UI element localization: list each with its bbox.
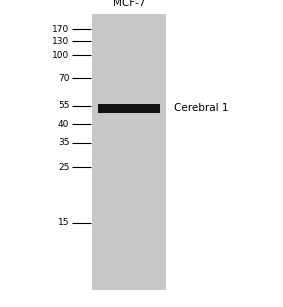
Text: 130: 130 <box>52 37 69 46</box>
Text: 15: 15 <box>58 218 69 227</box>
Text: 70: 70 <box>58 74 69 83</box>
Text: 25: 25 <box>58 163 69 172</box>
Text: 100: 100 <box>52 51 69 60</box>
Bar <box>92 14 166 290</box>
Bar <box>98 104 160 113</box>
Text: MCF-7: MCF-7 <box>113 0 145 8</box>
Text: 170: 170 <box>52 25 69 34</box>
Text: 40: 40 <box>58 120 69 129</box>
Text: 55: 55 <box>58 101 69 111</box>
Text: Cerebral 1: Cerebral 1 <box>174 103 229 113</box>
Text: 35: 35 <box>58 138 69 147</box>
